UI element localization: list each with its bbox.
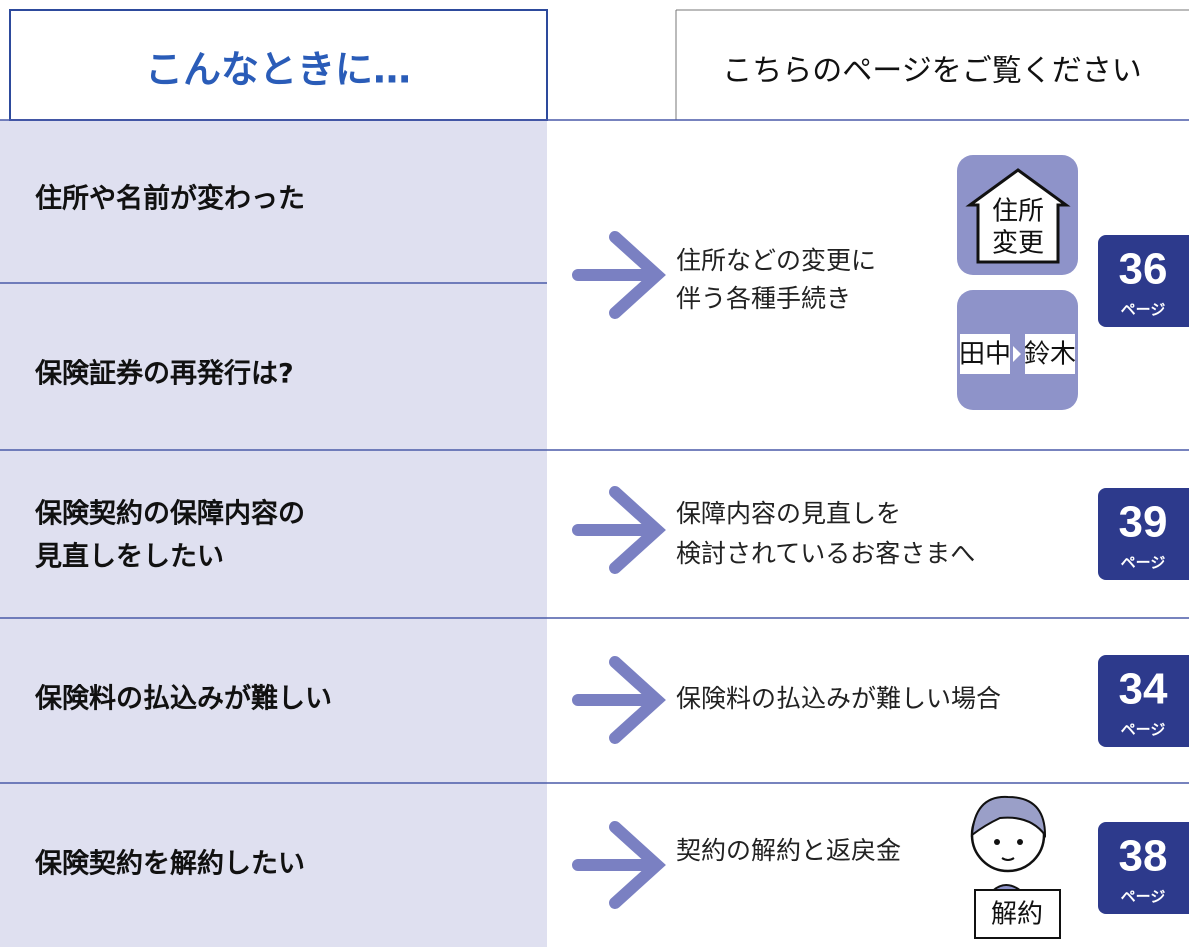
page-number: 36	[1119, 245, 1168, 294]
situation: 保険証券の再発行は?	[34, 358, 294, 390]
situation: 保険契約を解約したい	[34, 848, 305, 880]
address-icon: 住所 変更	[957, 155, 1078, 275]
icon-text: 鈴木	[1024, 340, 1076, 370]
situation: 保険契約の保障内容の	[34, 498, 305, 530]
page-number: 38	[1119, 832, 1168, 881]
page-badge: 38 ページ	[1098, 822, 1189, 914]
page-badge: 34 ページ	[1098, 655, 1189, 747]
page-label: ページ	[1121, 721, 1166, 739]
description: 住所などの変更に	[676, 246, 876, 275]
icon-text: 田中	[959, 340, 1011, 370]
description: 検討されているお客さまへ	[676, 539, 975, 568]
icon-text: 住所	[992, 197, 1044, 227]
page-label: ページ	[1121, 554, 1166, 572]
icon-text: 解約	[991, 900, 1043, 930]
description: 伴う各種手続き	[676, 284, 851, 313]
arrow	[572, 656, 666, 744]
description: 保険料の払込みが難しい場合	[676, 684, 1001, 713]
person-illustration: 解約	[970, 795, 1061, 939]
arrow	[572, 821, 666, 909]
left-column	[0, 120, 547, 947]
page-label: ページ	[1121, 301, 1166, 319]
situation: 住所や名前が変わった	[35, 183, 305, 215]
header-left-box	[9, 9, 548, 121]
description: 契約の解約と返戻金	[676, 836, 901, 865]
header-right: こちらのページをご覧ください	[722, 54, 1141, 89]
arrow	[572, 486, 666, 574]
situation: 保険料の払込みが難しい	[34, 683, 332, 715]
icon-text: 変更	[992, 229, 1044, 259]
header-left: こんなときに…	[145, 48, 411, 92]
page-badge: 39 ページ	[1098, 488, 1189, 580]
name-icon: 田中 鈴木	[957, 290, 1078, 410]
page-number: 34	[1119, 665, 1168, 714]
situation: 見直しをしたい	[35, 542, 224, 573]
description: 保障内容の見直しを	[676, 499, 901, 528]
arrow	[572, 231, 666, 319]
page-label: ページ	[1121, 888, 1166, 906]
page-number: 39	[1119, 498, 1168, 547]
page-badge: 36 ページ	[1098, 235, 1189, 327]
